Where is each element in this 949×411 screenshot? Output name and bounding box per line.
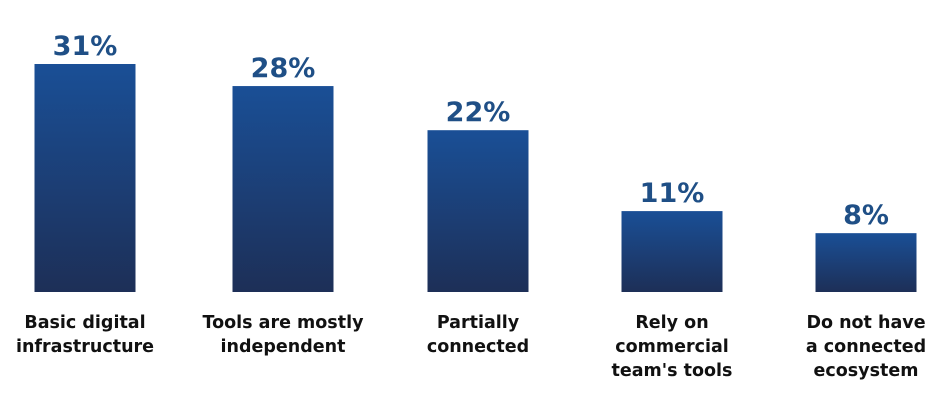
- bar-5: [815, 233, 917, 292]
- value-label-5: 8%: [843, 200, 889, 231]
- value-label-3: 22%: [446, 97, 511, 128]
- value-label-2: 28%: [251, 53, 316, 84]
- category-label-line: team's tools: [612, 361, 733, 381]
- bar-1: [34, 64, 136, 292]
- category-label-line: Partially: [437, 313, 520, 333]
- category-label-line: independent: [221, 337, 346, 357]
- category-label-line: Do not have: [806, 313, 925, 333]
- category-label-line: Rely on: [635, 313, 708, 333]
- value-labels-group: 31% 28% 22% 11% 8%: [53, 31, 889, 231]
- category-label-line: a connected: [806, 337, 926, 357]
- category-label-2: Tools are mostly independent: [202, 313, 364, 357]
- category-label-1: Basic digital infrastructure: [16, 313, 154, 357]
- bar-3: [427, 130, 529, 292]
- category-label-line: commercial: [615, 337, 729, 357]
- value-label-1: 31%: [53, 31, 118, 62]
- category-label-line: infrastructure: [16, 337, 154, 357]
- category-label-3: Partially connected: [427, 313, 529, 357]
- category-label-4: Rely on commercial team's tools: [612, 313, 733, 381]
- category-label-line: Basic digital: [24, 313, 145, 333]
- category-label-line: Tools are mostly: [202, 313, 364, 333]
- category-label-line: connected: [427, 337, 529, 357]
- value-label-4: 11%: [640, 178, 705, 209]
- category-label-5: Do not have a connected ecosystem: [806, 313, 926, 381]
- bar-4: [621, 211, 723, 292]
- category-label-line: ecosystem: [814, 361, 919, 381]
- bar-2: [232, 86, 334, 292]
- bars-group: [34, 64, 917, 292]
- category-labels-group: Basic digital infrastructure Tools are mos…: [16, 313, 926, 381]
